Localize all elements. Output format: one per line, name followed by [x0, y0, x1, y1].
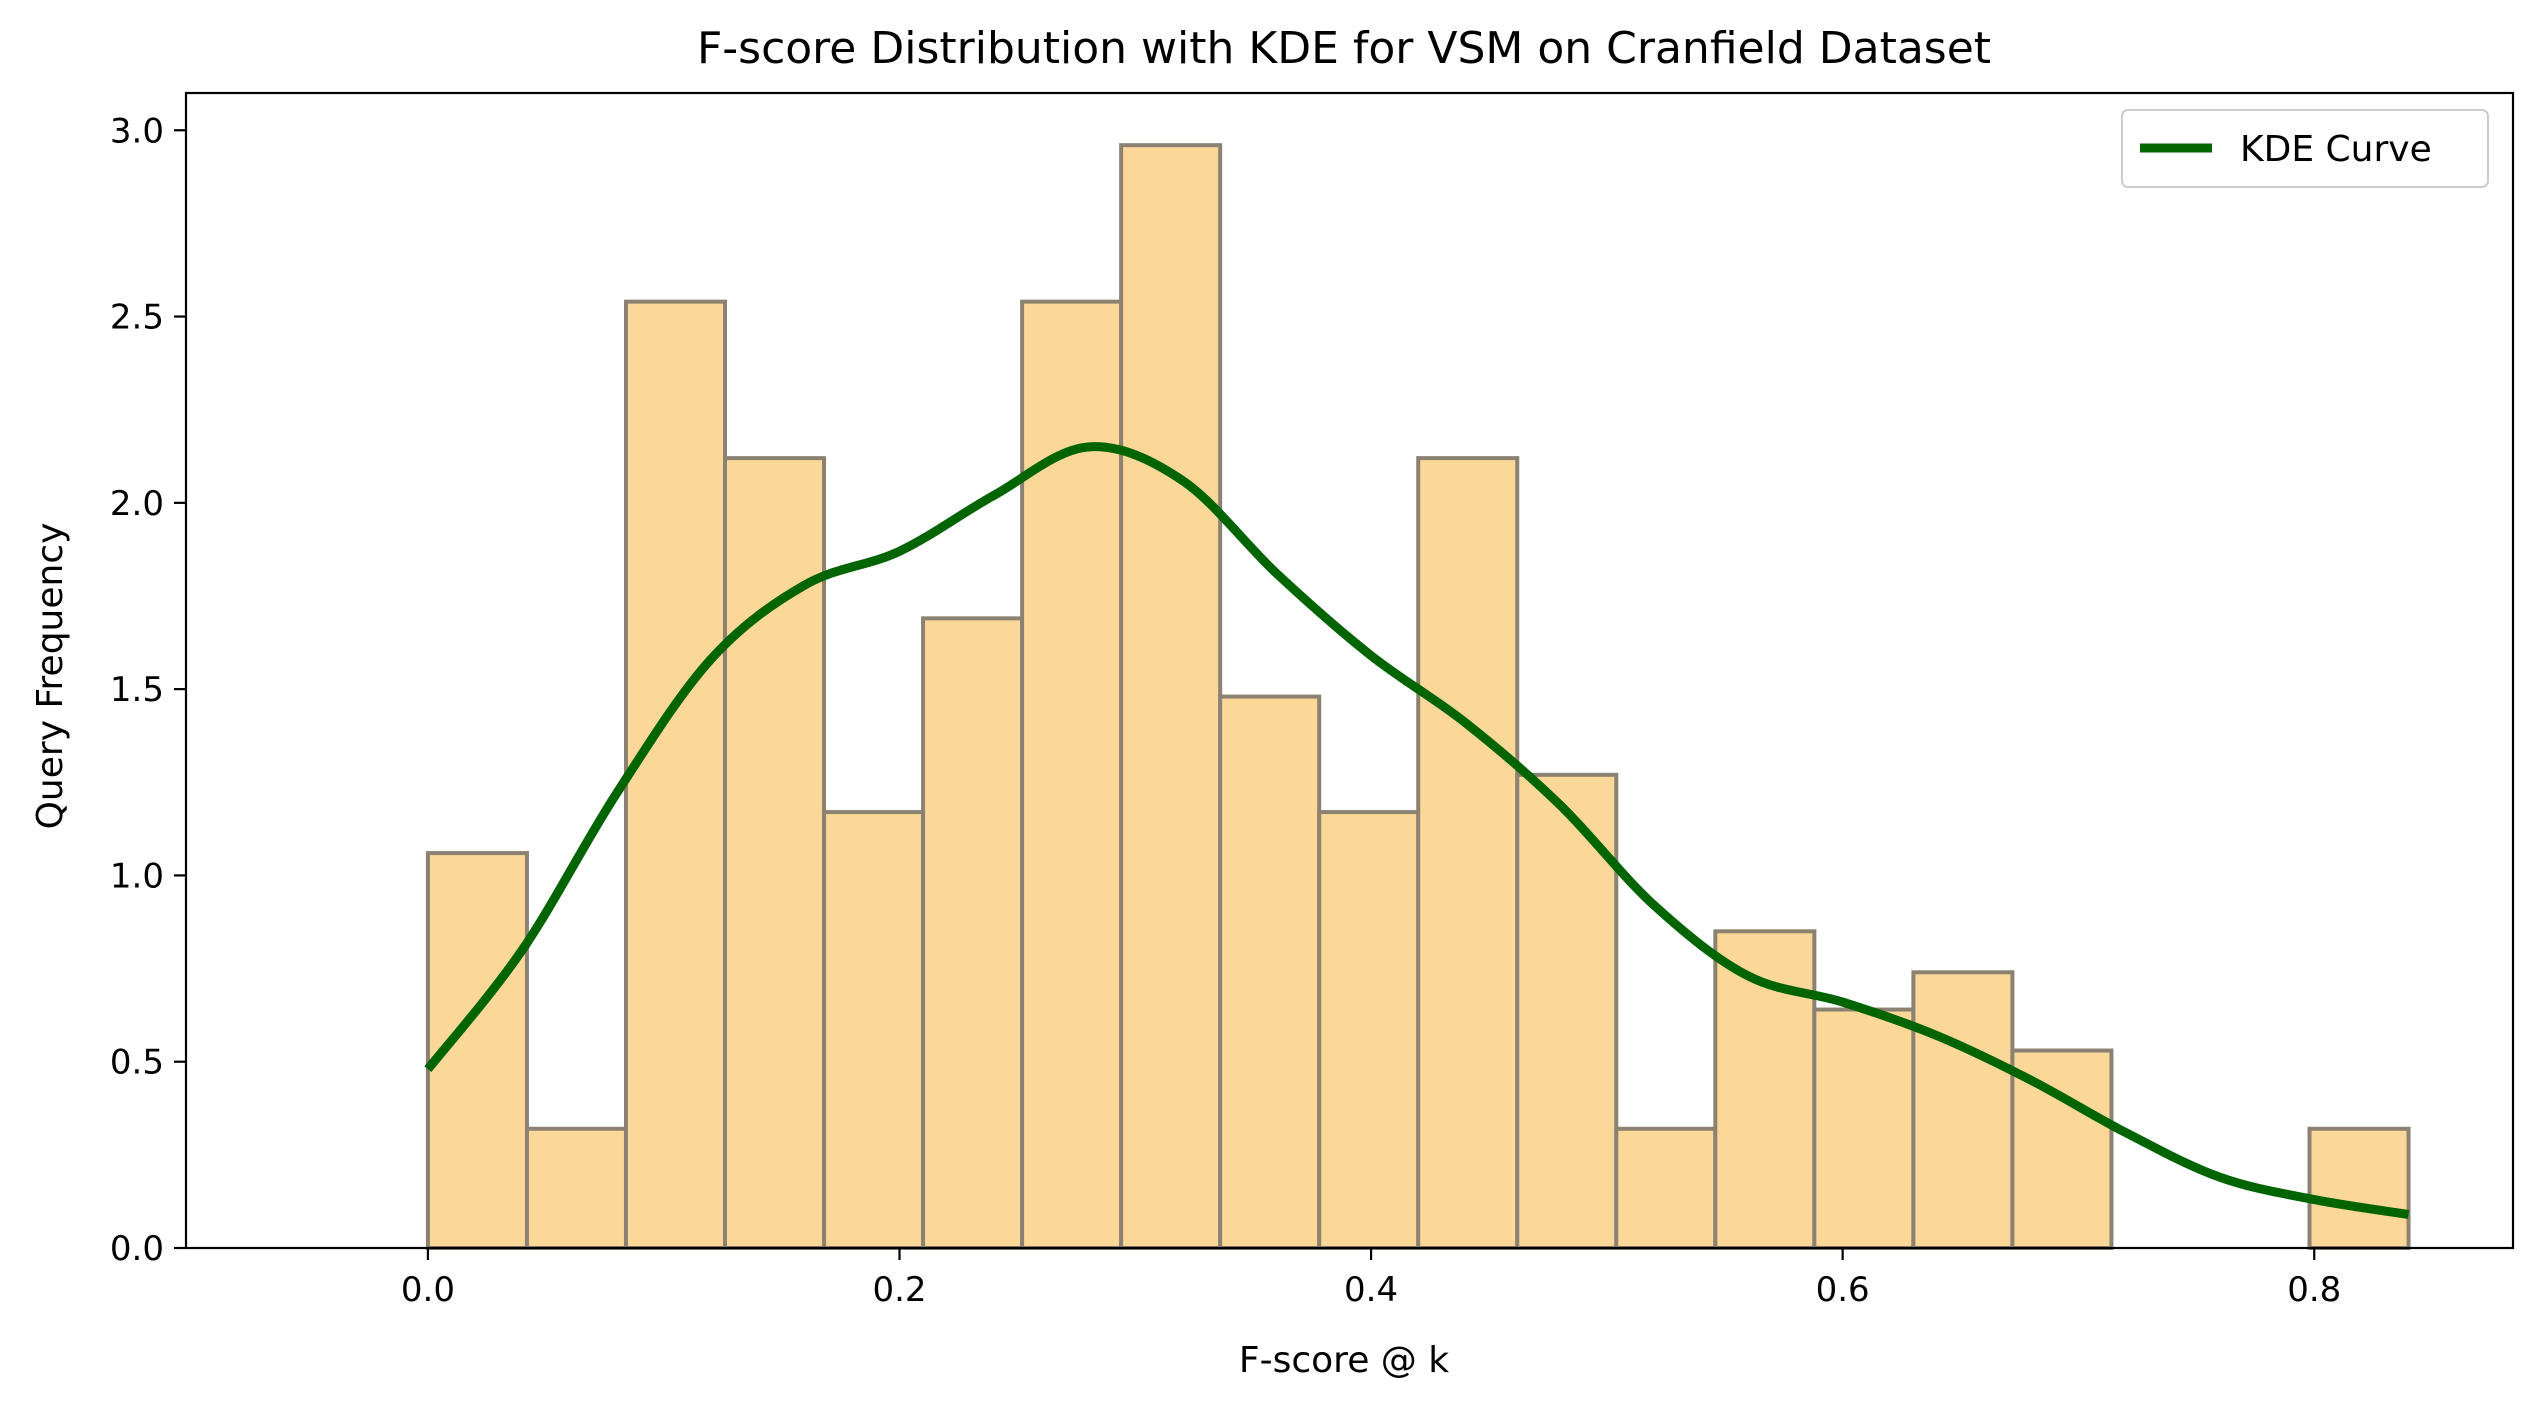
y-axis-ticks: 0.0 0.5 1.0 1.5 2.0 2.5 3.0 — [110, 111, 186, 1269]
histogram-bar — [524, 1126, 628, 1250]
kde-line-layer — [424, 442, 2410, 1219]
y-tick-label: 1.5 — [110, 670, 164, 710]
histogram-bar — [921, 616, 1025, 1250]
y-tick-label: 0.5 — [110, 1043, 164, 1083]
histogram-bar — [623, 299, 728, 1251]
x-axis-label: F-score @ k — [1239, 1340, 1449, 1381]
kde-curve-line — [424, 442, 2410, 1219]
histogram-bar — [2307, 1126, 2411, 1250]
x-tick-label: 0.0 — [401, 1270, 455, 1310]
y-tick-label: 3.0 — [110, 111, 164, 151]
histogram-bar — [1317, 810, 1421, 1250]
y-tick-label: 1.0 — [110, 856, 164, 896]
histogram-bar — [1218, 694, 1322, 1250]
legend-label-kde: KDE Curve — [2240, 129, 2432, 170]
histogram-bar — [723, 456, 827, 1250]
y-tick-label: 0.0 — [110, 1229, 164, 1269]
bars-layer — [425, 143, 2411, 1251]
chart-title: F-score Distribution with KDE for VSM on… — [697, 23, 1991, 74]
histogram-bar — [1812, 1007, 1916, 1251]
plot-frame — [184, 91, 2515, 1250]
x-tick-label: 0.6 — [1816, 1270, 1870, 1310]
histogram-bar — [822, 810, 926, 1250]
histogram-bar — [1614, 1126, 1718, 1250]
x-axis-ticks: 0.0 0.2 0.4 0.6 0.8 — [401, 1248, 2341, 1310]
legend: KDE Curve — [2121, 109, 2489, 188]
y-axis-label: Query Frequency — [30, 523, 71, 830]
x-tick-label: 0.4 — [1344, 1270, 1398, 1310]
x-tick-label: 0.8 — [2287, 1270, 2341, 1310]
x-tick-label: 0.2 — [872, 1270, 926, 1310]
y-tick-label: 2.0 — [110, 484, 164, 524]
histogram-bar — [1911, 970, 2015, 1251]
y-tick-label: 2.5 — [110, 298, 164, 338]
histogram-bar — [1119, 143, 1223, 1251]
legend-box — [2121, 109, 2489, 188]
histogram-bar — [1416, 456, 1520, 1250]
